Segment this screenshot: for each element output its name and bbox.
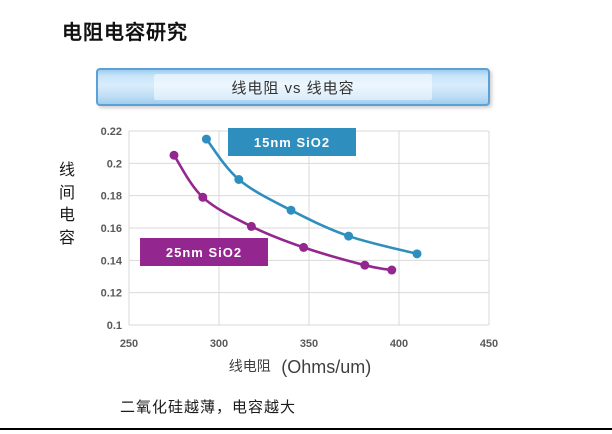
series-label-15nm: 15nm SiO2 bbox=[228, 128, 356, 156]
x-axis-title: 线电阻 (Ohms/um) bbox=[100, 356, 500, 378]
data-point-25nm-sio2 bbox=[246, 221, 256, 231]
data-point-25nm-sio2 bbox=[198, 192, 208, 202]
y-tick-label: 0.22 bbox=[101, 126, 122, 138]
y-tick-label: 0.16 bbox=[101, 223, 122, 235]
data-point-15nm-sio2 bbox=[344, 231, 354, 241]
y-tick-label: 0.14 bbox=[101, 255, 123, 267]
x-tick-label: 300 bbox=[210, 338, 228, 350]
banner: 线电阻 vs 线电容 bbox=[96, 68, 490, 106]
x-axis-title-unit: (Ohms/um) bbox=[281, 357, 372, 377]
data-point-25nm-sio2 bbox=[169, 150, 179, 160]
data-point-25nm-sio2 bbox=[360, 260, 370, 270]
x-tick-label: 400 bbox=[390, 338, 408, 350]
data-point-15nm-sio2 bbox=[412, 249, 422, 259]
series-curve-15nm-sio2 bbox=[205, 137, 419, 256]
slide-title: 电阻电容研究 bbox=[62, 22, 188, 44]
y-tick-label: 0.18 bbox=[101, 191, 122, 203]
y-tick-label: 0.2 bbox=[107, 158, 122, 170]
series-label-25nm: 25nm SiO2 bbox=[140, 238, 268, 266]
y-axis-title-char: 电 bbox=[58, 207, 75, 225]
y-axis-title: 线间电容 bbox=[56, 160, 78, 251]
data-point-15nm-sio2 bbox=[234, 175, 244, 184]
banner-label: 线电阻 vs 线电容 bbox=[231, 79, 355, 97]
y-axis-title-char: 容 bbox=[58, 230, 75, 248]
y-tick-label: 0.12 bbox=[101, 288, 122, 300]
bottom-rule bbox=[0, 428, 612, 430]
x-tick-label: 250 bbox=[120, 338, 138, 350]
x-tick-label: 450 bbox=[480, 338, 498, 350]
y-axis-title-char: 线 bbox=[58, 162, 75, 179]
data-point-15nm-sio2 bbox=[286, 205, 296, 215]
data-point-25nm-sio2 bbox=[387, 265, 397, 275]
data-point-25nm-sio2 bbox=[299, 242, 309, 252]
data-point-15nm-sio2 bbox=[201, 134, 211, 144]
x-tick-label: 350 bbox=[300, 338, 318, 350]
note-text: 二氧化硅越薄，电容越大 bbox=[120, 399, 297, 416]
y-tick-label: 0.1 bbox=[107, 320, 122, 332]
y-axis-title-char: 间 bbox=[58, 184, 75, 202]
x-axis-title-zh: 线电阻 bbox=[228, 358, 271, 374]
